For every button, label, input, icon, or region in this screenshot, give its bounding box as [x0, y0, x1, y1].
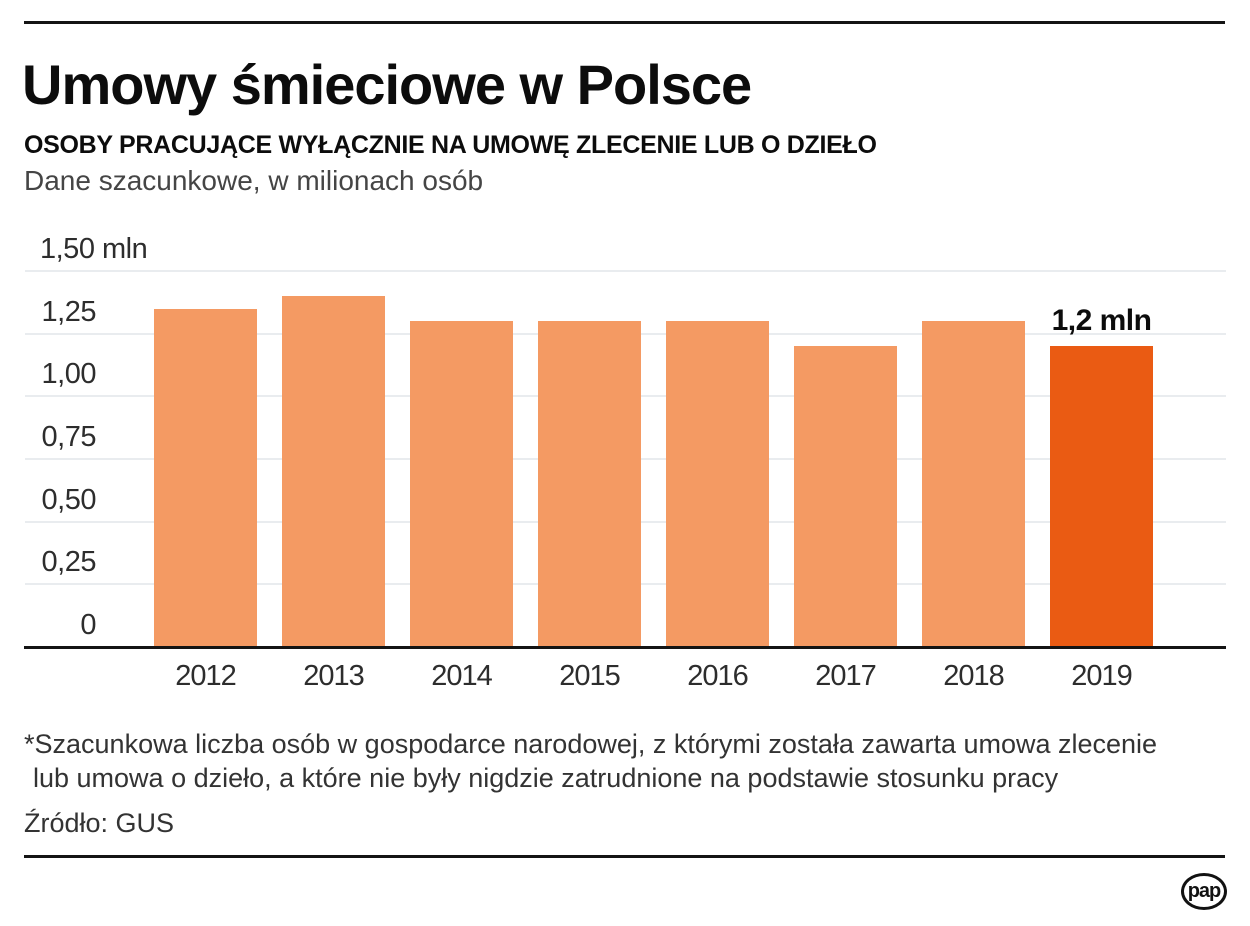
bar-2016: [666, 321, 769, 647]
source-label: Źródło: GUS: [24, 808, 175, 838]
page-subtitle: OSOBY PRACUJĄCE WYŁĄCZNIE NA UMOWĘ ZLECE…: [24, 131, 877, 159]
gridline-1.50-mln: [25, 270, 1226, 272]
x-axis-label-2012: 2012: [175, 660, 237, 692]
footnote-line-2: lub umowa o dzieło, a które nie były nig…: [33, 763, 1059, 793]
y-axis-tick-label: 1,50 mln: [40, 233, 148, 265]
y-axis-tick-label: 0,25: [41, 546, 97, 579]
bar-2017: [794, 346, 897, 647]
x-axis-baseline: [24, 646, 1226, 649]
x-axis-label-2017: 2017: [815, 660, 877, 692]
bar-value-annotation: 1,2 mln: [1051, 304, 1152, 338]
pap-logo: pap: [1181, 873, 1227, 910]
bar-2015: [538, 321, 641, 647]
y-axis-tick-label: 0,50: [41, 483, 97, 516]
page-note: Dane szacunkowe, w milionach osób: [24, 165, 484, 196]
bar-2012: [154, 308, 257, 647]
x-axis-label-2019: 2019: [1071, 660, 1133, 692]
x-axis-label-2018: 2018: [943, 660, 1005, 692]
y-axis-tick-label: 0: [80, 609, 96, 641]
bar-2018: [922, 321, 1025, 647]
bar-2014: [410, 321, 513, 647]
x-axis-label-2015: 2015: [559, 660, 621, 692]
y-axis-tick-label: 1,00: [41, 358, 97, 391]
y-axis-tick-label: 0,75: [41, 421, 97, 453]
bar-2013: [282, 296, 385, 647]
bottom-rule: [24, 855, 1225, 858]
footnote-line-1: *Szacunkowa liczba osób w gospodarce nar…: [24, 729, 1158, 759]
x-axis-label-2014: 2014: [431, 660, 493, 692]
x-axis-label-2016: 2016: [687, 660, 749, 692]
footnote: *Szacunkowa liczba osób w gospodarce nar…: [24, 727, 1157, 795]
top-rule: [24, 21, 1225, 24]
page-title: Umowy śmieciowe w Polsce: [22, 53, 752, 116]
y-axis-tick-label: 1,25: [41, 295, 97, 328]
bar-2019: [1050, 346, 1153, 647]
x-axis-label-2013: 2013: [303, 660, 365, 692]
